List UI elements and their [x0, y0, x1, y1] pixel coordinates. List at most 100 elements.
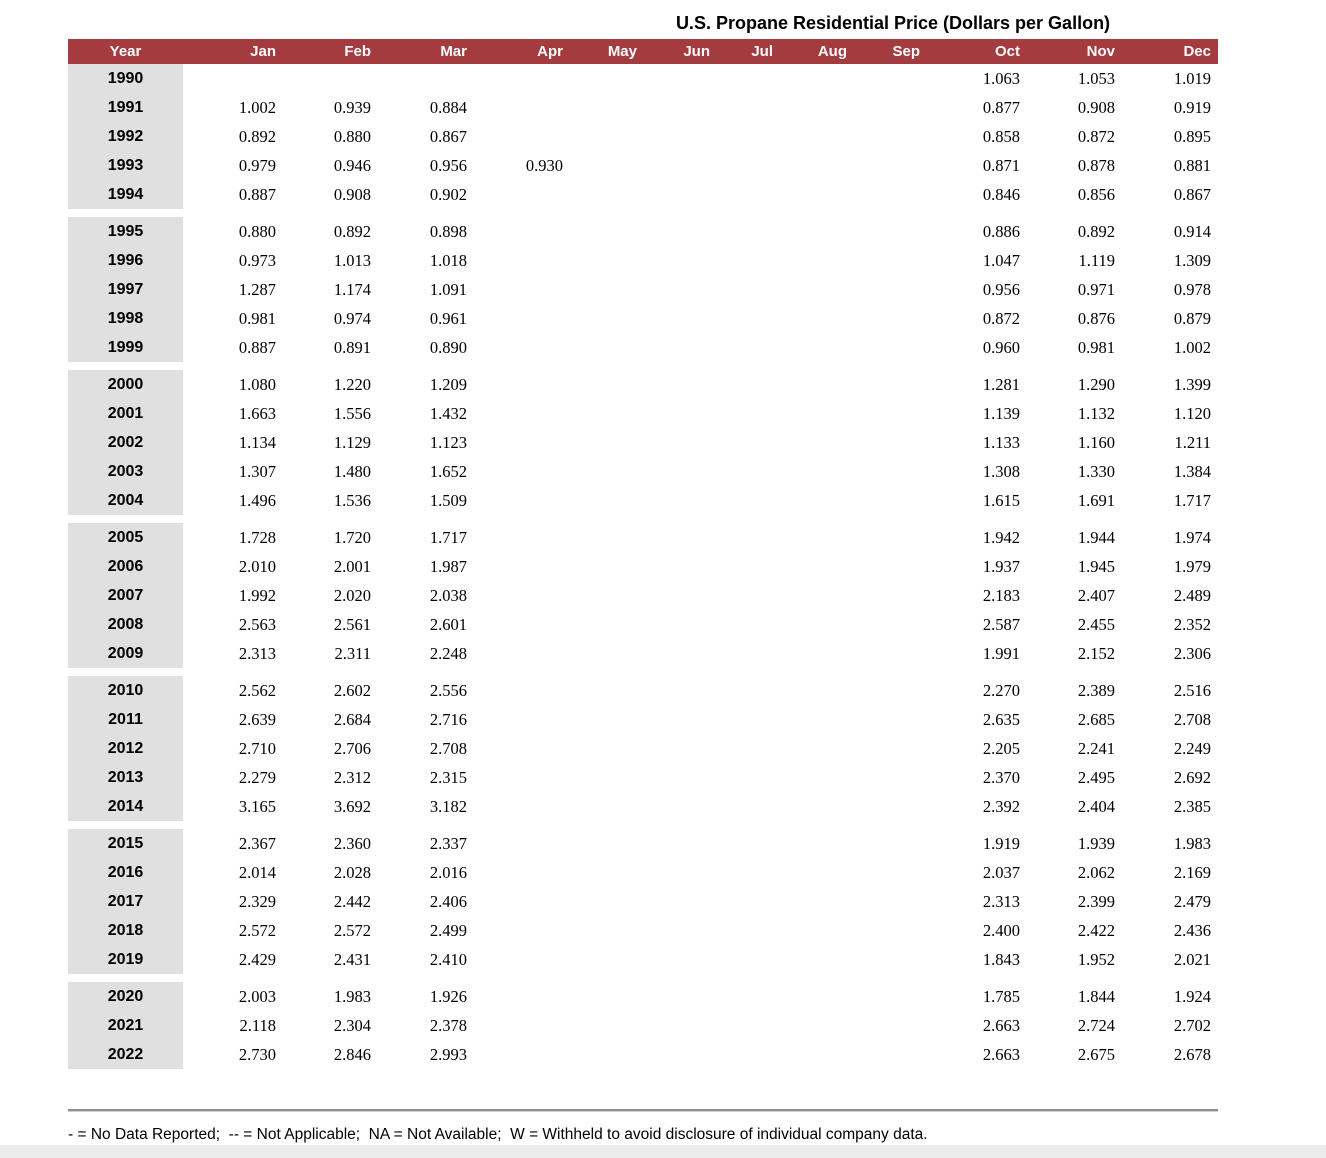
price-cell-2016-oct: 2.037 [982, 863, 1020, 882]
price-cell-1993-aug [773, 151, 847, 180]
price-cell-2021-jun [637, 1011, 710, 1040]
price-cell-1995-mar: 0.898 [429, 222, 467, 241]
price-cell-1993-jan: 0.979 [238, 156, 276, 175]
year-group: 2020 2.003 1.983 1.926 1.785 1.844 1.924 2021 2.… [68, 982, 1218, 1069]
table-row-1992: 1992 0.892 0.880 0.867 0.858 0.872 0.895 [68, 122, 1218, 151]
year-label: 2020 [68, 982, 183, 1011]
price-cell-2017-aug [773, 887, 847, 916]
year-group: 2005 1.728 1.720 1.717 1.942 1.944 1.974 2006 2.… [68, 523, 1218, 668]
price-cell-1993-sep [847, 151, 920, 180]
price-cell-2019-sep [847, 945, 920, 974]
price-cell-1993-may [563, 151, 637, 180]
price-cell-2007-aug [773, 581, 847, 610]
price-cell-1996-dec: 1.309 [1173, 251, 1211, 270]
price-cell-2019-jul [710, 945, 773, 974]
price-cell-2007-jul [710, 581, 773, 610]
price-cell-2022-may [563, 1040, 637, 1069]
price-cell-2020-oct: 1.785 [982, 987, 1020, 1006]
table-row-2018: 2018 2.572 2.572 2.499 2.400 2.422 2.436 [68, 916, 1218, 945]
price-cell-2004-sep [847, 486, 920, 515]
price-cell-2017-jan: 2.329 [238, 892, 276, 911]
price-cell-2005-feb: 1.720 [333, 528, 371, 547]
table-row-2016: 2016 2.014 2.028 2.016 2.037 2.062 2.169 [68, 858, 1218, 887]
price-cell-2006-sep [847, 552, 920, 581]
price-cell-1991-aug [773, 93, 847, 122]
price-cell-1999-feb: 0.891 [333, 338, 371, 357]
price-cell-2006-jan: 2.010 [238, 557, 276, 576]
price-cell-1991-apr [467, 93, 563, 122]
price-cell-2013-mar: 2.315 [429, 768, 467, 787]
price-cell-2018-may [563, 916, 637, 945]
divider-line [68, 1109, 1218, 1112]
price-cell-2021-aug [773, 1011, 847, 1040]
bottom-strip [0, 1145, 1326, 1158]
price-cell-2021-nov: 2.724 [1077, 1016, 1115, 1035]
price-cell-1997-nov: 0.971 [1077, 280, 1115, 299]
price-cell-2018-jul [710, 916, 773, 945]
price-cell-1999-jun [637, 333, 710, 362]
price-cell-2020-aug [773, 982, 847, 1011]
price-cell-2005-sep [847, 523, 920, 552]
price-cell-1997-feb: 1.174 [333, 280, 371, 299]
table-row-1991: 1991 1.002 0.939 0.884 0.877 0.908 0.919 [68, 93, 1218, 122]
price-cell-2000-feb: 1.220 [333, 375, 371, 394]
price-cell-2018-dec: 2.436 [1173, 921, 1211, 940]
price-cell-1995-sep [847, 217, 920, 246]
price-cell-1990-mar [371, 64, 467, 93]
price-cell-2017-feb: 2.442 [333, 892, 371, 911]
price-cell-2012-jan: 2.710 [238, 739, 276, 758]
table-row-2015: 2015 2.367 2.360 2.337 1.919 1.939 1.983 [68, 829, 1218, 858]
price-cell-2017-sep [847, 887, 920, 916]
price-cell-2011-jul [710, 705, 773, 734]
table-row-2007: 2007 1.992 2.020 2.038 2.183 2.407 2.489 [68, 581, 1218, 610]
table-row-1993: 1993 0.979 0.946 0.956 0.930 0.871 0.878 0.881 [68, 151, 1218, 180]
price-cell-2017-jul [710, 887, 773, 916]
table-row-1998: 1998 0.981 0.974 0.961 0.872 0.876 0.879 [68, 304, 1218, 333]
price-cell-2016-nov: 2.062 [1077, 863, 1115, 882]
price-cell-2006-mar: 1.987 [429, 557, 467, 576]
price-cell-2017-may [563, 887, 637, 916]
column-header-apr: Apr [537, 43, 563, 60]
price-cell-1994-mar: 0.902 [429, 185, 467, 204]
year-group: 1995 0.880 0.892 0.898 0.886 0.892 0.914 1996 0.… [68, 217, 1218, 362]
price-cell-2012-jul [710, 734, 773, 763]
price-cell-1998-apr [467, 304, 563, 333]
price-cell-1999-aug [773, 333, 847, 362]
price-cell-2016-may [563, 858, 637, 887]
price-cell-2011-oct: 2.635 [982, 710, 1020, 729]
table-row-2006: 2006 2.010 2.001 1.987 1.937 1.945 1.979 [68, 552, 1218, 581]
price-cell-2004-apr [467, 486, 563, 515]
price-cell-2015-apr [467, 829, 563, 858]
table-row-2020: 2020 2.003 1.983 1.926 1.785 1.844 1.924 [68, 982, 1218, 1011]
price-cell-2010-nov: 2.389 [1077, 681, 1115, 700]
price-cell-2008-jul [710, 610, 773, 639]
price-cell-2002-aug [773, 428, 847, 457]
price-cell-2011-apr [467, 705, 563, 734]
price-cell-2022-mar: 2.993 [429, 1045, 467, 1064]
price-cell-2014-sep [847, 792, 920, 821]
price-cell-1995-may [563, 217, 637, 246]
price-cell-2011-sep [847, 705, 920, 734]
price-cell-2013-sep [847, 763, 920, 792]
price-cell-2008-mar: 2.601 [429, 615, 467, 634]
price-cell-2005-dec: 1.974 [1173, 528, 1211, 547]
price-cell-2009-dec: 2.306 [1173, 644, 1211, 663]
price-cell-2003-apr [467, 457, 563, 486]
price-cell-1994-apr [467, 180, 563, 209]
price-cell-2015-feb: 2.360 [333, 834, 371, 853]
price-cell-2008-feb: 2.561 [333, 615, 371, 634]
table-row-2004: 2004 1.496 1.536 1.509 1.615 1.691 1.717 [68, 486, 1218, 515]
price-cell-2010-feb: 2.602 [333, 681, 371, 700]
price-cell-2007-dec: 2.489 [1173, 586, 1211, 605]
price-cell-1998-feb: 0.974 [333, 309, 371, 328]
price-cell-1997-jan: 1.287 [238, 280, 276, 299]
price-cell-1999-apr [467, 333, 563, 362]
price-cell-1990-aug [773, 64, 847, 93]
price-cell-2012-apr [467, 734, 563, 763]
price-cell-1994-feb: 0.908 [333, 185, 371, 204]
table-row-1994: 1994 0.887 0.908 0.902 0.846 0.856 0.867 [68, 180, 1218, 209]
price-cell-2003-sep [847, 457, 920, 486]
price-cell-2001-oct: 1.139 [982, 404, 1020, 423]
price-cell-2001-jun [637, 399, 710, 428]
price-cell-1990-oct: 1.063 [982, 69, 1020, 88]
